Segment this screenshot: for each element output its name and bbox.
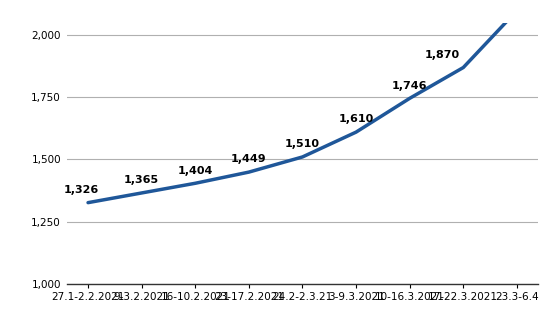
Text: 1,610: 1,610 <box>339 114 374 125</box>
Text: 1,365: 1,365 <box>124 175 159 185</box>
Text: 2,099: 2,099 <box>0 325 1 326</box>
Text: 1,870: 1,870 <box>425 50 460 60</box>
Text: 1,449: 1,449 <box>231 155 267 164</box>
Text: 1,326: 1,326 <box>63 185 99 195</box>
Text: 1,746: 1,746 <box>392 81 427 91</box>
Text: 1,510: 1,510 <box>285 139 320 149</box>
Text: 1,404: 1,404 <box>178 166 213 176</box>
